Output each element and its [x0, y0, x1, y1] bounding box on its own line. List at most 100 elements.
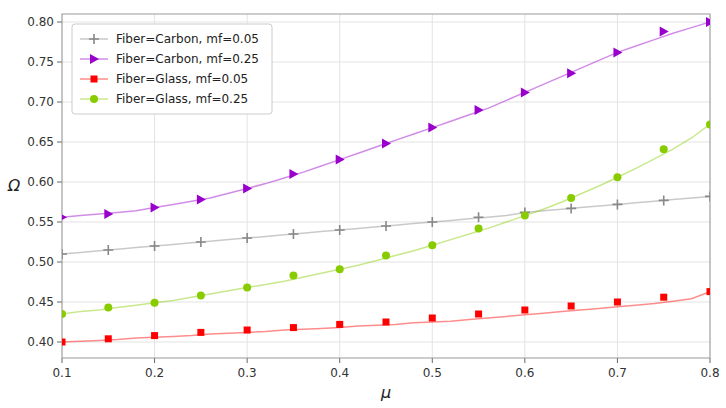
- y-tick-label: 0.45: [27, 295, 54, 309]
- marker: [196, 237, 206, 247]
- marker: [427, 217, 437, 227]
- x-axis-label: μ: [380, 383, 391, 402]
- plot-area: [62, 14, 710, 358]
- y-tick: [57, 222, 62, 223]
- y-tick-label: 0.75: [27, 55, 54, 69]
- marker: [660, 294, 667, 301]
- marker: [104, 304, 112, 312]
- marker: [521, 212, 529, 220]
- marker: [567, 194, 575, 202]
- x-tick: [432, 358, 433, 363]
- marker: [659, 195, 669, 205]
- y-tick: [57, 22, 62, 23]
- y-tick-label: 0.65: [27, 135, 54, 149]
- marker: [103, 245, 113, 255]
- x-tick: [154, 358, 155, 363]
- marker: [381, 221, 391, 231]
- y-tick: [57, 342, 62, 343]
- marker: [243, 284, 251, 292]
- y-tick-label: 0.80: [27, 15, 54, 29]
- grid-line: [62, 342, 710, 343]
- series-line: [62, 22, 710, 217]
- marker: [62, 339, 66, 346]
- y-tick: [57, 102, 62, 103]
- marker: [660, 27, 669, 37]
- marker: [706, 17, 710, 27]
- y-tick: [57, 302, 62, 303]
- marker: [335, 225, 345, 235]
- grid-line: [339, 14, 340, 358]
- marker: [336, 155, 345, 165]
- marker: [521, 307, 528, 314]
- legend: Fiber=Carbon, mf=0.05 Fiber=Carbon, mf=0.…: [72, 24, 272, 114]
- marker: [150, 241, 160, 251]
- marker: [288, 229, 298, 239]
- grid-line: [62, 182, 710, 183]
- x-tick-label: 0.3: [238, 366, 257, 380]
- x-tick-label: 0.2: [145, 366, 164, 380]
- legend-marker: [90, 95, 98, 103]
- marker: [705, 191, 710, 201]
- x-tick: [339, 358, 340, 363]
- y-axis-label: Ω: [7, 176, 21, 195]
- marker: [244, 327, 251, 334]
- marker: [62, 212, 67, 222]
- marker: [428, 241, 436, 249]
- marker: [475, 311, 482, 318]
- series-line: [62, 292, 710, 342]
- y-tick: [57, 262, 62, 263]
- marker: [197, 195, 206, 205]
- data: [62, 17, 710, 346]
- grid: [62, 14, 710, 358]
- marker: [567, 68, 576, 78]
- legend-marker: [91, 76, 98, 83]
- marker: [336, 321, 343, 328]
- y-tick-label: 0.50: [27, 255, 54, 269]
- legend-label: Fiber=Carbon, mf=0.05: [116, 32, 259, 46]
- x-tick: [617, 358, 618, 363]
- marker: [105, 335, 112, 342]
- marker: [474, 212, 484, 222]
- x-tick-label: 0.7: [608, 366, 627, 380]
- marker: [197, 329, 204, 336]
- legend-box: [72, 24, 272, 114]
- marker: [614, 299, 621, 306]
- y-tick-label: 0.60: [27, 175, 54, 189]
- grid-line: [62, 22, 710, 23]
- marker: [707, 288, 711, 295]
- marker: [197, 292, 205, 300]
- marker: [475, 105, 484, 115]
- marker: [660, 145, 668, 153]
- x-tick: [247, 358, 248, 363]
- marker: [382, 252, 390, 260]
- series-line: [62, 196, 710, 254]
- marker: [336, 265, 344, 273]
- marker: [383, 319, 390, 326]
- y-tick: [57, 142, 62, 143]
- marker: [151, 299, 159, 307]
- y-tick-label: 0.40: [27, 335, 54, 349]
- marker: [243, 183, 252, 193]
- marker: [290, 324, 297, 331]
- legend-marker: [89, 34, 99, 44]
- x-tick: [524, 358, 525, 363]
- legend-label: Fiber=Glass, mf=0.25: [116, 92, 248, 106]
- marker: [289, 272, 297, 280]
- marker: [151, 203, 160, 213]
- marker: [104, 209, 113, 219]
- y-tick-label: 0.70: [27, 95, 54, 109]
- marker: [289, 169, 298, 179]
- legend-marker: [90, 54, 99, 64]
- marker: [428, 123, 437, 133]
- x-tick: [710, 358, 711, 363]
- axes: 0.10.20.30.40.50.60.70.80.400.450.500.55…: [7, 14, 720, 402]
- marker: [242, 233, 252, 243]
- legend-label: Fiber=Carbon, mf=0.25: [116, 52, 259, 66]
- grid-line: [62, 262, 710, 263]
- y-tick-label: 0.55: [27, 215, 54, 229]
- y-tick: [57, 182, 62, 183]
- marker: [612, 199, 622, 209]
- marker: [429, 315, 436, 322]
- marker: [613, 47, 622, 57]
- x-tick-label: 0.5: [423, 366, 442, 380]
